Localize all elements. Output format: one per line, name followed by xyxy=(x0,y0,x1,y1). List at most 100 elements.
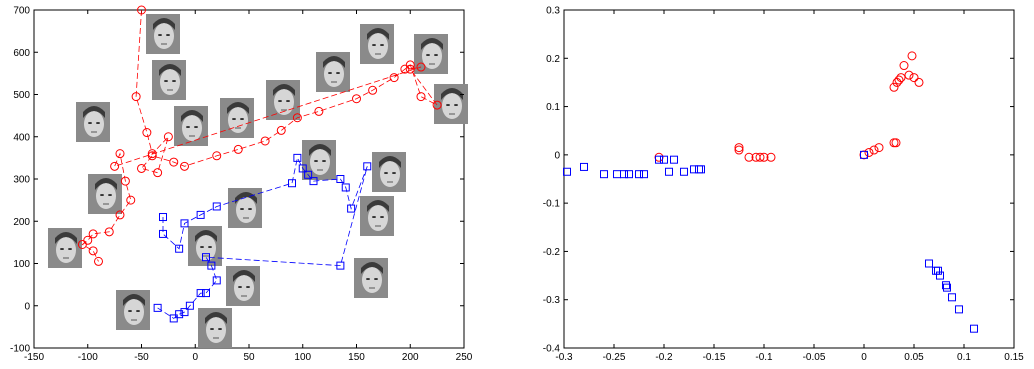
face-thumbnail-image xyxy=(360,196,394,236)
right-square-point xyxy=(613,170,621,179)
left-circle-point xyxy=(126,195,136,205)
left-square-point xyxy=(309,177,318,186)
left-circle-point xyxy=(276,125,286,135)
right-square-point xyxy=(860,150,868,159)
left-xtick-label: 150 xyxy=(348,352,365,363)
left-circle-point xyxy=(368,85,378,95)
right-square-point xyxy=(697,165,705,174)
right-circle-point xyxy=(907,51,917,61)
left-square-point xyxy=(169,314,178,323)
left-square-point xyxy=(212,202,221,211)
face-thumbnail-image xyxy=(88,174,122,214)
left-circle-point xyxy=(147,149,157,159)
right-xtick-label: 0.15 xyxy=(1004,352,1024,363)
left-ytick-label: 600 xyxy=(13,48,30,59)
right-square-point xyxy=(635,170,643,179)
right-xtick-label: -0.05 xyxy=(803,352,826,363)
left-circle-point xyxy=(88,246,98,256)
left-series-line-1 xyxy=(157,156,368,319)
left-ytick-label: 400 xyxy=(13,132,30,143)
right-circle-point xyxy=(859,150,869,160)
face-thumbnail-image xyxy=(226,266,260,306)
left-circle-point xyxy=(104,227,114,237)
right-circle-point xyxy=(894,75,904,85)
left-square-point xyxy=(180,308,189,317)
left-circle-point xyxy=(120,176,130,186)
face-thumbnail-image xyxy=(146,14,180,54)
right-square-point xyxy=(680,167,688,176)
right-square-point xyxy=(948,293,956,302)
left-square-point xyxy=(207,261,216,270)
right-ytick-label: 0 xyxy=(554,150,560,161)
right-ytick-label: 0.1 xyxy=(546,102,560,113)
right-axes-frame xyxy=(563,9,1015,349)
left-ytick-label: 200 xyxy=(13,217,30,228)
left-ytick-label: 500 xyxy=(13,90,30,101)
left-square-point xyxy=(347,204,356,213)
right-square-point xyxy=(970,324,978,333)
face-thumbnail-image xyxy=(302,140,336,180)
right-ytick-label: -0.4 xyxy=(543,344,561,355)
right-square-point xyxy=(640,170,648,179)
face-thumbnail-image xyxy=(174,106,208,146)
left-plot: -150 -100 -50 0 50 100 150 200 250-1000100200300… xyxy=(10,5,473,363)
left-square-point xyxy=(293,153,302,162)
right-circle-point xyxy=(734,143,744,153)
right-square-point xyxy=(665,167,673,176)
left-ytick-label: -100 xyxy=(10,344,30,355)
left-circle-point xyxy=(416,62,426,72)
right-square-point xyxy=(580,162,588,171)
right-circle-point xyxy=(864,147,874,157)
right-square-point xyxy=(936,271,944,280)
left-square-point xyxy=(202,289,210,298)
face-thumbnail-image xyxy=(266,80,300,120)
right-circle-point xyxy=(755,152,765,162)
right-ytick-label: 0.2 xyxy=(546,54,560,65)
left-square-point xyxy=(196,289,205,298)
face-thumbnail-image xyxy=(76,102,110,142)
right-circle-point xyxy=(904,70,914,80)
right-square-point xyxy=(925,259,933,268)
right-square-point xyxy=(934,266,942,275)
right-circle-point xyxy=(909,73,919,83)
right-circle-point xyxy=(734,145,744,155)
face-thumbnail-image xyxy=(228,188,262,228)
right-ytick-label: -0.3 xyxy=(543,295,561,306)
right-square-point xyxy=(670,155,678,164)
left-square-point xyxy=(288,179,296,188)
right-ytick-label: -0.2 xyxy=(543,247,561,258)
left-square-point xyxy=(336,175,345,183)
left-circle-point xyxy=(137,5,146,15)
left-circle-point xyxy=(432,100,442,110)
left-square-point xyxy=(159,229,167,238)
left-circle-point xyxy=(389,73,399,83)
right-xtick-label: 0.1 xyxy=(957,352,971,363)
right-square-point xyxy=(943,283,951,292)
left-circle-point xyxy=(88,229,98,239)
right-circle-point xyxy=(899,61,909,71)
left-square-point xyxy=(341,183,350,192)
left-circle-point xyxy=(405,64,415,74)
right-xtick-label: -0.15 xyxy=(703,352,726,363)
left-square-point xyxy=(159,213,167,222)
left-circle-point xyxy=(180,161,189,171)
face-thumbnail-image xyxy=(188,226,222,266)
left-square-point xyxy=(202,253,210,262)
right-square-point xyxy=(660,155,668,164)
right-square-point xyxy=(695,165,703,174)
right-square-point xyxy=(620,170,628,179)
left-xtick-label: 50 xyxy=(243,352,255,363)
left-square-point xyxy=(298,164,307,173)
right-circle-point xyxy=(889,138,899,148)
left-circle-point xyxy=(153,168,163,178)
left-circle-point xyxy=(137,163,146,173)
left-circle-point xyxy=(352,94,361,104)
right-square-point xyxy=(625,170,633,179)
left-xtick-label: -100 xyxy=(78,352,98,363)
left-xtick-label: 100 xyxy=(294,352,311,363)
left-ytick-label: 300 xyxy=(13,175,30,186)
left-circle-point xyxy=(416,92,426,102)
left-circle-point xyxy=(314,106,324,116)
left-square-point xyxy=(180,219,189,228)
right-xtick-label: -0.25 xyxy=(603,352,626,363)
